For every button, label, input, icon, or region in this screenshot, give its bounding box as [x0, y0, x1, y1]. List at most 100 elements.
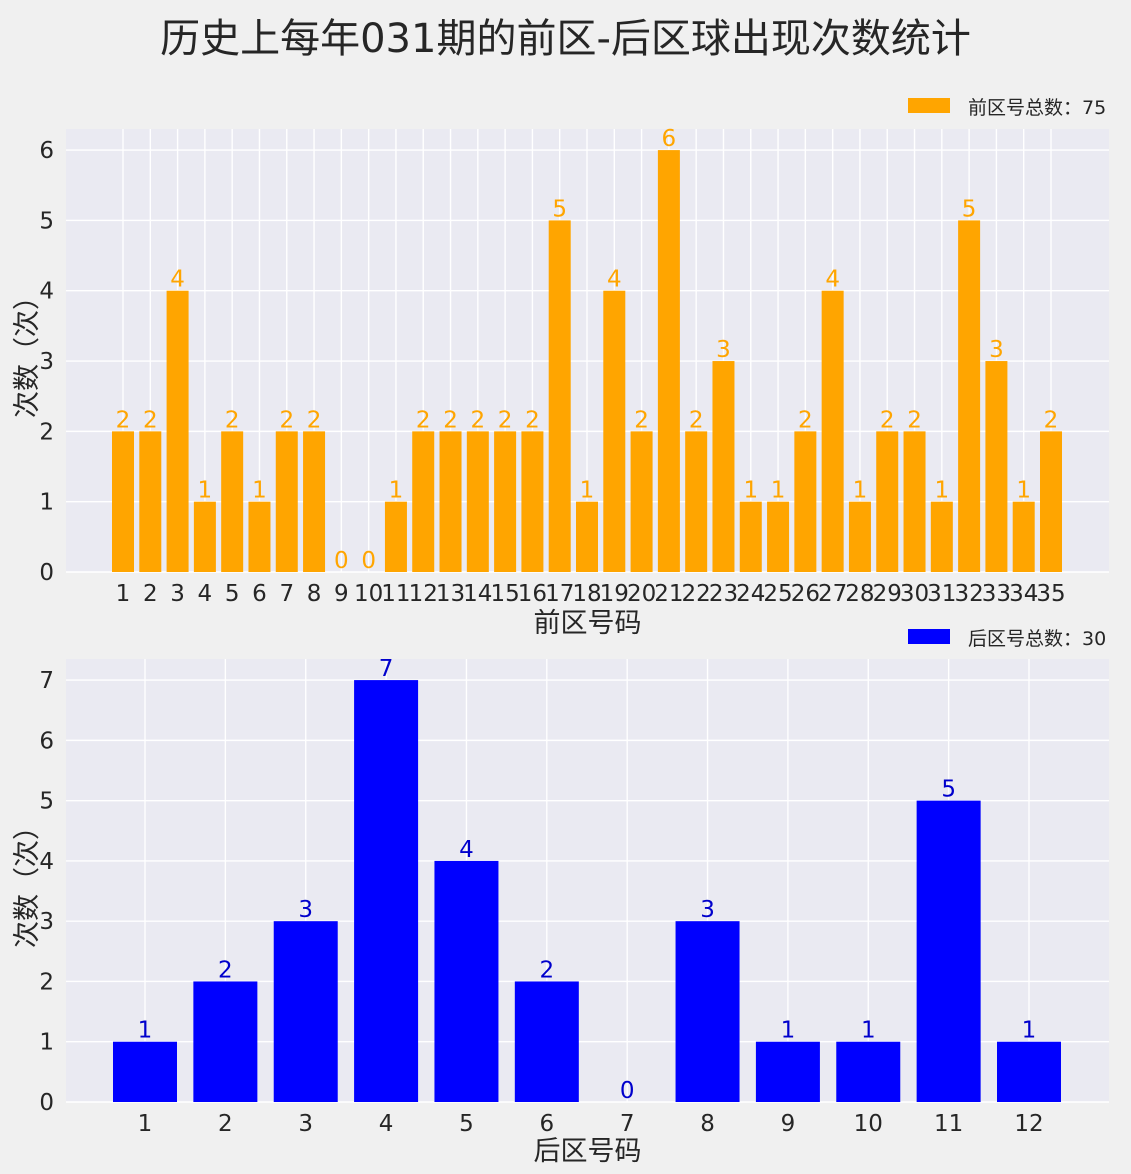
front-x-axis-label: 前区号码 [534, 608, 642, 639]
front-bar-value-label: 1 [935, 478, 950, 504]
front-x-tick-label: 3 [170, 581, 185, 607]
back-bar [836, 1041, 901, 1102]
back-y-tick-label: 1 [39, 1030, 54, 1056]
front-bar [412, 431, 435, 572]
back-bar [273, 921, 338, 1102]
front-x-tick-label: 23 [709, 581, 738, 607]
front-x-tick-label: 15 [490, 581, 519, 607]
back-bar-value-label: 1 [1022, 1018, 1037, 1044]
front-y-axis-label: 次数（次） [12, 283, 43, 418]
front-x-tick-label: 7 [279, 581, 294, 607]
back-x-tick-label: 2 [218, 1111, 233, 1137]
back-y-tick-label: 7 [39, 668, 54, 694]
front-x-tick-label: 1 [116, 581, 131, 607]
front-x-tick-label: 30 [900, 581, 929, 607]
front-bar [794, 431, 817, 572]
back-bar [354, 680, 419, 1102]
back-x-tick-label: 9 [781, 1111, 796, 1137]
front-x-tick-label: 6 [252, 581, 267, 607]
front-bar [903, 431, 926, 572]
front-bar [1040, 431, 1062, 572]
front-bar [630, 431, 653, 572]
front-x-tick-label: 12 [409, 581, 438, 607]
front-bar-value-label: 3 [989, 337, 1004, 363]
front-x-tick-label: 29 [873, 581, 902, 607]
front-bar-value-label: 1 [198, 478, 213, 504]
front-legend-label: 前区号总数：75 [968, 97, 1106, 119]
front-bar [821, 290, 844, 572]
front-bar [548, 220, 571, 572]
back-bar-value-label: 7 [379, 656, 394, 682]
back-x-tick-label: 12 [1014, 1111, 1043, 1137]
front-bar [193, 501, 216, 572]
front-y-tick-label: 0 [39, 560, 54, 586]
back-bar-value-label: 2 [218, 957, 233, 983]
front-bar-value-label: 2 [116, 407, 131, 433]
front-bar [112, 431, 134, 572]
front-bar-value-label: 2 [307, 407, 322, 433]
back-bar-value-label: 2 [539, 957, 554, 983]
front-bar-value-label: 2 [689, 407, 704, 433]
back-x-tick-label: 6 [539, 1111, 554, 1137]
front-bar-value-label: 1 [580, 478, 595, 504]
front-bar [439, 431, 462, 572]
front-bar [275, 431, 298, 572]
front-bar-value-label: 4 [170, 267, 185, 293]
back-bar [434, 860, 499, 1102]
front-bar [657, 150, 680, 572]
front-bar [1012, 501, 1035, 572]
back-bar [997, 1041, 1061, 1102]
front-x-tick-label: 25 [763, 581, 792, 607]
front-x-tick-label: 34 [1009, 581, 1038, 607]
front-bar-value-label: 1 [389, 478, 404, 504]
front-chart: 0123456212243142516272809010111212213214… [12, 97, 1109, 639]
front-x-tick-label: 28 [845, 581, 874, 607]
back-bar-value-label: 4 [459, 837, 474, 863]
front-bar [603, 290, 626, 572]
front-bar-value-label: 3 [716, 337, 731, 363]
back-bar [193, 981, 258, 1102]
front-bar-value-label: 5 [552, 196, 567, 222]
front-bar-value-label: 2 [225, 407, 240, 433]
figure-title: 历史上每年031期的前区-后区球出现次数统计 [160, 16, 971, 62]
front-x-tick-label: 31 [927, 581, 956, 607]
front-bar [521, 431, 544, 572]
front-bar-value-label: 1 [252, 478, 267, 504]
front-bar-value-label: 1 [771, 478, 786, 504]
front-bar [712, 361, 735, 572]
front-bar [958, 220, 981, 572]
front-x-tick-label: 16 [518, 581, 547, 607]
front-x-tick-label: 22 [682, 581, 711, 607]
back-y-tick-label: 2 [39, 969, 54, 995]
front-x-tick-label: 19 [600, 581, 629, 607]
front-x-tick-label: 10 [354, 581, 383, 607]
back-bar-value-label: 1 [861, 1018, 876, 1044]
front-x-tick-label: 32 [954, 581, 983, 607]
front-x-tick-label: 18 [572, 581, 601, 607]
front-bar [739, 501, 762, 572]
front-bar-value-label: 2 [634, 407, 649, 433]
front-x-tick-label: 11 [381, 581, 410, 607]
back-x-tick-label: 4 [379, 1111, 394, 1137]
back-bar-value-label: 1 [138, 1018, 153, 1044]
front-x-tick-label: 33 [982, 581, 1011, 607]
front-x-tick-label: 27 [818, 581, 847, 607]
front-x-tick-label: 35 [1036, 581, 1065, 607]
front-bar [848, 501, 871, 572]
front-bar-value-label: 6 [662, 126, 677, 152]
front-x-tick-label: 4 [198, 581, 213, 607]
back-bar-value-label: 1 [781, 1018, 796, 1044]
front-y-tick-label: 5 [39, 208, 54, 234]
front-bar-value-label: 2 [416, 407, 431, 433]
back-x-tick-label: 5 [459, 1111, 474, 1137]
front-legend-swatch [908, 98, 950, 113]
front-bar [303, 431, 326, 572]
front-bar [384, 501, 407, 572]
back-y-tick-label: 6 [39, 728, 54, 754]
front-bar-value-label: 4 [607, 267, 622, 293]
front-bar [767, 501, 790, 572]
front-x-tick-label: 14 [463, 581, 492, 607]
front-bar-value-label: 2 [471, 407, 486, 433]
front-x-tick-label: 26 [791, 581, 820, 607]
